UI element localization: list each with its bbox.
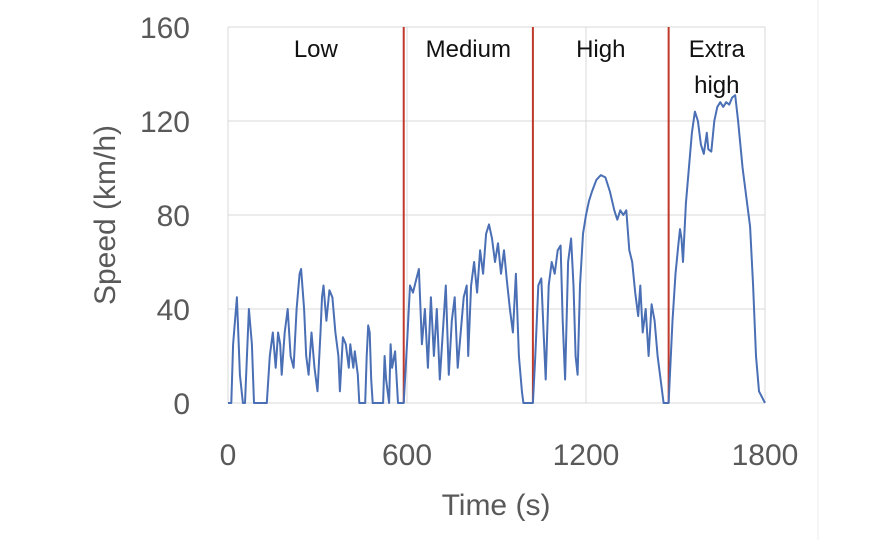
- x-tick-label: 1200: [553, 439, 620, 472]
- y-tick-label: 160: [140, 12, 190, 45]
- y-tick-label: 40: [157, 294, 190, 327]
- phase-label: Low: [293, 36, 338, 63]
- phase-label: Medium: [425, 36, 511, 63]
- y-tick-label: 80: [157, 200, 190, 233]
- x-tick-label: 600: [382, 439, 432, 472]
- y-tick-label: 0: [173, 388, 190, 421]
- speed-line: [228, 94, 766, 404]
- y-axis-title: Speed (km/h): [89, 125, 122, 305]
- x-axis-title: Time (s): [442, 489, 551, 522]
- phase-label: Extra high: [688, 36, 745, 99]
- phase-label: High: [576, 36, 626, 63]
- x-tick-label: 1800: [732, 439, 799, 472]
- y-tick-label: 120: [140, 106, 190, 139]
- x-tick-label: 0: [220, 439, 237, 472]
